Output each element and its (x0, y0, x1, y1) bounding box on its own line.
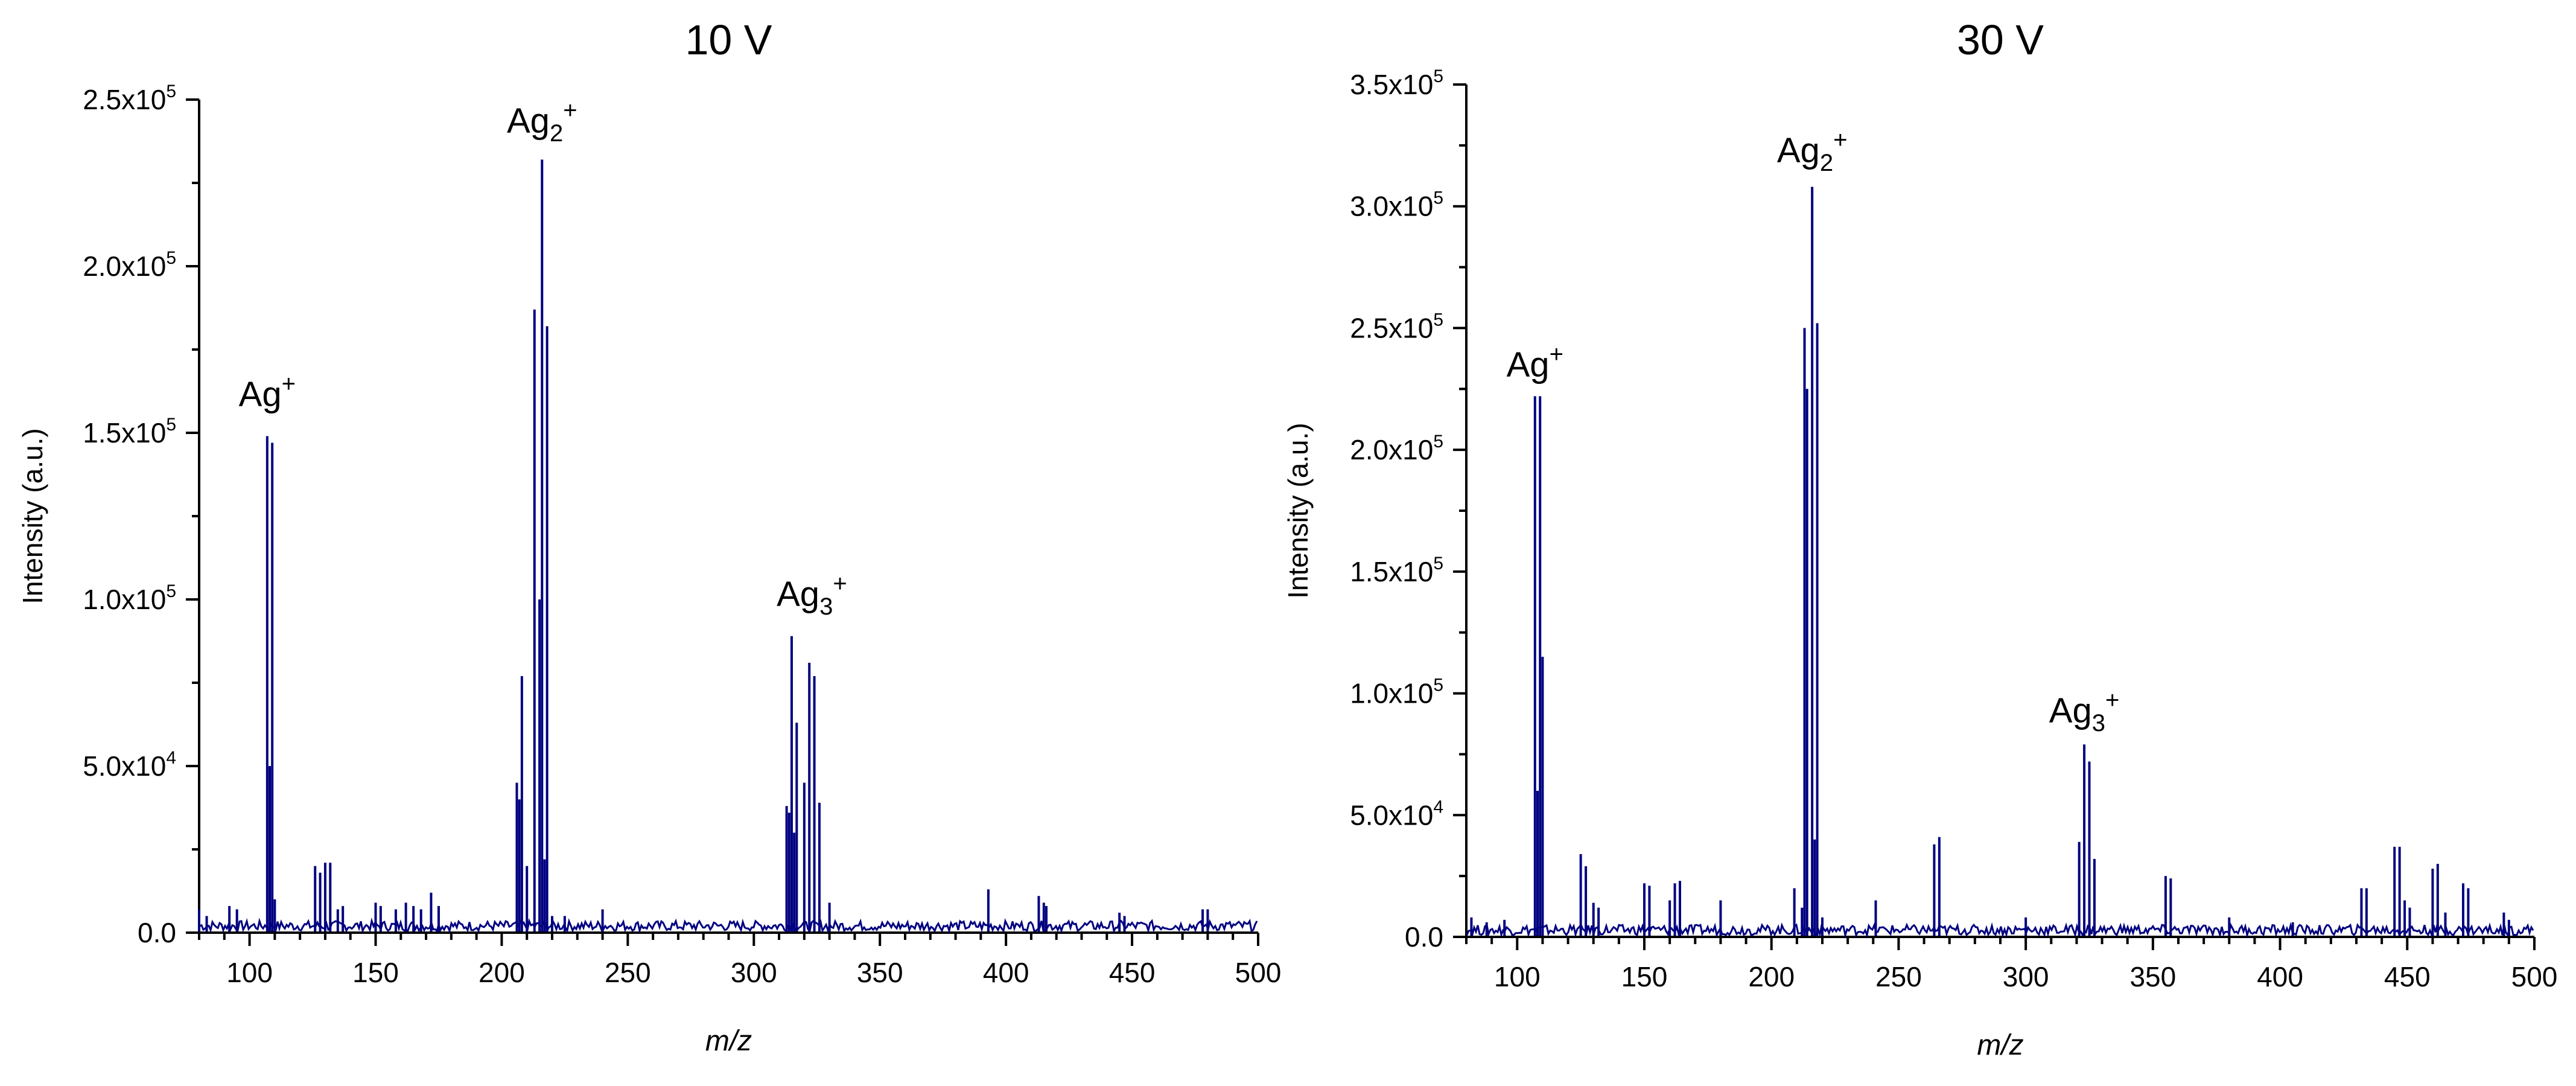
peak-annotation: Ag2+ (1777, 127, 1848, 176)
y-tick-exponent: 4 (1433, 797, 1443, 817)
x-tick-label: 500 (2511, 961, 2558, 992)
y-tick-label: 3.5x105 (1350, 66, 1443, 100)
annotation-base: Ag (507, 101, 550, 141)
y-tick-mantissa: 2.0x10 (83, 251, 166, 282)
peak-annotation: Ag3+ (777, 570, 847, 620)
annotation-subscript: 2 (550, 120, 563, 147)
spectrum-baseline (1466, 922, 2534, 939)
spectrum-baseline (199, 917, 1258, 934)
y-tick-mantissa: 0.0 (138, 917, 176, 948)
annotation-superscript: + (282, 371, 296, 397)
y-tick-label: 0.0 (1405, 921, 1443, 953)
y-axis-label: Intensity (a.u.) (1282, 423, 1314, 598)
annotation-subscript: 2 (1820, 150, 1833, 176)
annotation-base: Ag (777, 575, 819, 614)
annotation-superscript: + (1833, 127, 1847, 153)
annotation-subscript: 3 (819, 593, 833, 620)
annotation-base: Ag (1777, 131, 1820, 170)
chart-title: 30 V (1957, 16, 2044, 63)
y-tick-label: 2.0x105 (83, 248, 176, 282)
x-tick-label: 200 (1748, 961, 1795, 992)
y-tick-mantissa: 2.5x10 (1350, 312, 1433, 343)
y-tick-exponent: 5 (166, 581, 176, 601)
y-tick-exponent: 5 (1433, 432, 1443, 452)
y-tick-exponent: 5 (1433, 66, 1443, 86)
y-tick-label: 0.0 (138, 917, 176, 948)
y-tick-exponent: 5 (1433, 554, 1443, 573)
annotation-superscript: + (1550, 341, 1563, 368)
annotation-base: Ag (1507, 345, 1550, 385)
peak-annotation: Ag2+ (507, 97, 577, 147)
y-tick-label: 2.0x105 (1350, 432, 1443, 465)
peak-annotation: Ag3+ (2049, 687, 2120, 736)
peak-annotation: Ag+ (1507, 341, 1563, 385)
y-tick-label: 3.0x105 (1350, 188, 1443, 222)
y-tick-label: 1.0x105 (83, 581, 176, 615)
y-tick-mantissa: 1.5x10 (1350, 556, 1433, 587)
x-tick-label: 300 (2003, 961, 2049, 992)
x-tick-label: 100 (1494, 961, 1541, 992)
y-tick-label: 1.5x105 (1350, 554, 1443, 587)
y-tick-label: 1.5x105 (83, 415, 176, 449)
y-axis-label: Intensity (a.u.) (17, 428, 48, 604)
y-tick-label: 2.5x105 (1350, 310, 1443, 343)
x-axis-label: m/z (705, 1025, 752, 1057)
y-tick-mantissa: 3.5x10 (1350, 69, 1433, 100)
y-tick-mantissa: 1.5x10 (83, 417, 166, 449)
x-tick-label: 350 (2129, 961, 2176, 992)
y-tick-mantissa: 3.0x10 (1350, 191, 1433, 222)
y-tick-label: 2.5x105 (83, 81, 176, 115)
y-tick-exponent: 5 (166, 415, 176, 435)
y-tick-exponent: 4 (166, 748, 176, 768)
chart-panel-10v: 10 V 100 150 200 250 300 350 400 450 500 0.0 5.0x10… (17, 16, 1281, 1057)
x-axis-label: m/z (1977, 1029, 2023, 1061)
x-tick-label: 350 (857, 957, 903, 988)
y-tick-mantissa: 1.0x10 (83, 584, 166, 615)
x-tick-label: 500 (1235, 957, 1282, 988)
y-tick-exponent: 5 (1433, 310, 1443, 330)
x-tick-label: 150 (352, 957, 399, 988)
annotation-superscript: + (833, 570, 847, 597)
y-tick-mantissa: 2.5x10 (83, 84, 166, 115)
annotation-base: Ag (2049, 691, 2092, 730)
x-tick-label: 250 (1875, 961, 1922, 992)
y-tick-mantissa: 2.0x10 (1350, 434, 1433, 465)
x-tick-label: 250 (605, 957, 651, 988)
annotation-superscript: + (563, 97, 577, 124)
y-tick-label: 1.0x105 (1350, 676, 1443, 709)
y-tick-mantissa: 0.0 (1405, 921, 1443, 953)
x-tick-label: 200 (479, 957, 525, 988)
annotation-subscript: 3 (2092, 710, 2105, 736)
x-tick-label: 450 (1109, 957, 1156, 988)
y-tick-label: 5.0x104 (1350, 797, 1443, 831)
y-tick-mantissa: 5.0x10 (1350, 799, 1433, 831)
x-tick-label: 450 (2384, 961, 2431, 992)
annotation-base: Ag (239, 375, 282, 414)
x-tick-label: 300 (731, 957, 777, 988)
y-tick-exponent: 5 (166, 248, 176, 268)
chart-panel-30v: 30 V 100 150 200 250 300 350 400 450 500 0.0 5.0x10… (1282, 16, 2557, 1061)
chart-title: 10 V (685, 16, 772, 63)
y-tick-exponent: 5 (166, 81, 176, 101)
x-tick-label: 400 (983, 957, 1029, 988)
y-tick-mantissa: 1.0x10 (1350, 678, 1433, 709)
x-tick-label: 100 (226, 957, 273, 988)
y-tick-exponent: 5 (1433, 676, 1443, 695)
y-tick-mantissa: 5.0x10 (83, 750, 166, 782)
x-tick-label: 150 (1621, 961, 1668, 992)
peak-annotation: Ag+ (239, 371, 296, 414)
y-tick-exponent: 5 (1433, 188, 1443, 208)
x-tick-label: 400 (2257, 961, 2303, 992)
annotation-superscript: + (2105, 687, 2119, 714)
y-tick-label: 5.0x104 (83, 748, 176, 782)
